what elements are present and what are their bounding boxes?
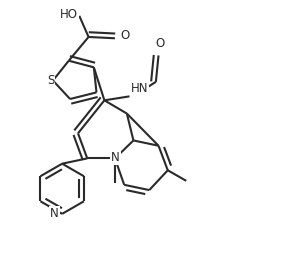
Text: O: O: [155, 37, 164, 50]
Text: HN: HN: [131, 82, 148, 95]
Text: O: O: [121, 29, 130, 42]
Text: HO: HO: [60, 8, 78, 21]
Text: N: N: [111, 151, 120, 164]
Text: N: N: [50, 207, 59, 220]
Text: S: S: [47, 74, 54, 87]
